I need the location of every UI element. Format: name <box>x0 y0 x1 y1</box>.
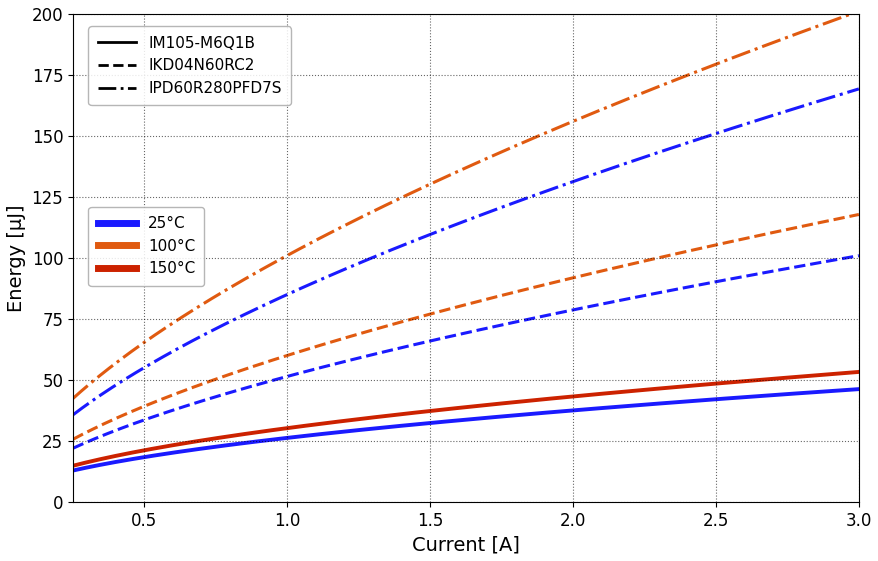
X-axis label: Current [A]: Current [A] <box>412 535 519 554</box>
Y-axis label: Energy [μJ]: Energy [μJ] <box>7 204 26 311</box>
Legend: 25°C, 100°C, 150°C: 25°C, 100°C, 150°C <box>89 207 205 286</box>
